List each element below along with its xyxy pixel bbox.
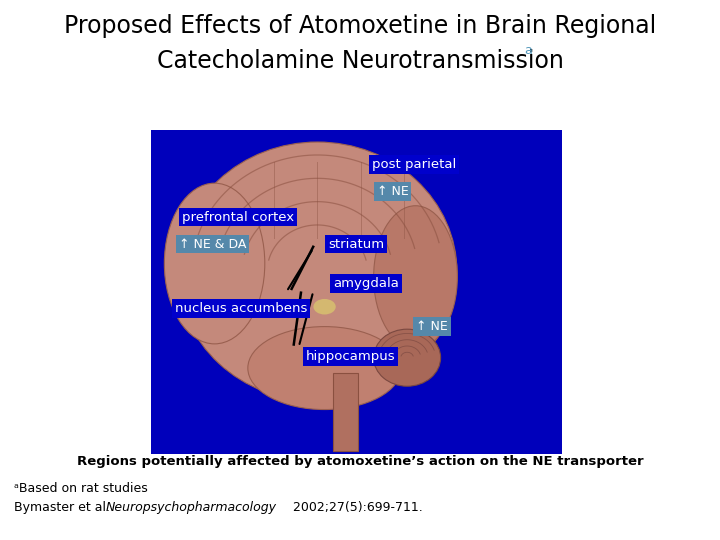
Text: ↑ NE: ↑ NE — [377, 185, 408, 198]
Text: Regions potentially affected by atomoxetine’s action on the NE transporter: Regions potentially affected by atomoxet… — [77, 455, 643, 468]
Text: a: a — [524, 44, 532, 57]
Text: post parietal: post parietal — [372, 158, 456, 171]
Ellipse shape — [374, 329, 441, 386]
Ellipse shape — [164, 183, 265, 344]
Text: prefrontal cortex: prefrontal cortex — [181, 211, 294, 224]
Text: Bymaster et al.: Bymaster et al. — [14, 501, 114, 514]
Text: amygdala: amygdala — [333, 277, 399, 290]
Bar — [151, 130, 562, 454]
Ellipse shape — [178, 142, 457, 401]
Text: hippocampus: hippocampus — [306, 350, 395, 363]
Text: Neuropsychopharmacology: Neuropsychopharmacology — [106, 501, 276, 514]
Text: ↑ NE: ↑ NE — [416, 320, 448, 333]
Ellipse shape — [374, 206, 457, 348]
Text: striatum: striatum — [328, 238, 384, 251]
Text: nucleus accumbens: nucleus accumbens — [175, 302, 307, 315]
Text: 2002;27(5):699-711.: 2002;27(5):699-711. — [289, 501, 423, 514]
Text: ᵃBased on rat studies: ᵃBased on rat studies — [14, 482, 148, 495]
Text: Catecholamine Neurotransmission: Catecholamine Neurotransmission — [156, 49, 564, 72]
Ellipse shape — [248, 327, 401, 409]
Text: ↑ NE & DA: ↑ NE & DA — [179, 238, 246, 251]
Text: Proposed Effects of Atomoxetine in Brain Regional: Proposed Effects of Atomoxetine in Brain… — [64, 14, 656, 37]
Bar — [333, 373, 359, 451]
Ellipse shape — [313, 299, 336, 314]
